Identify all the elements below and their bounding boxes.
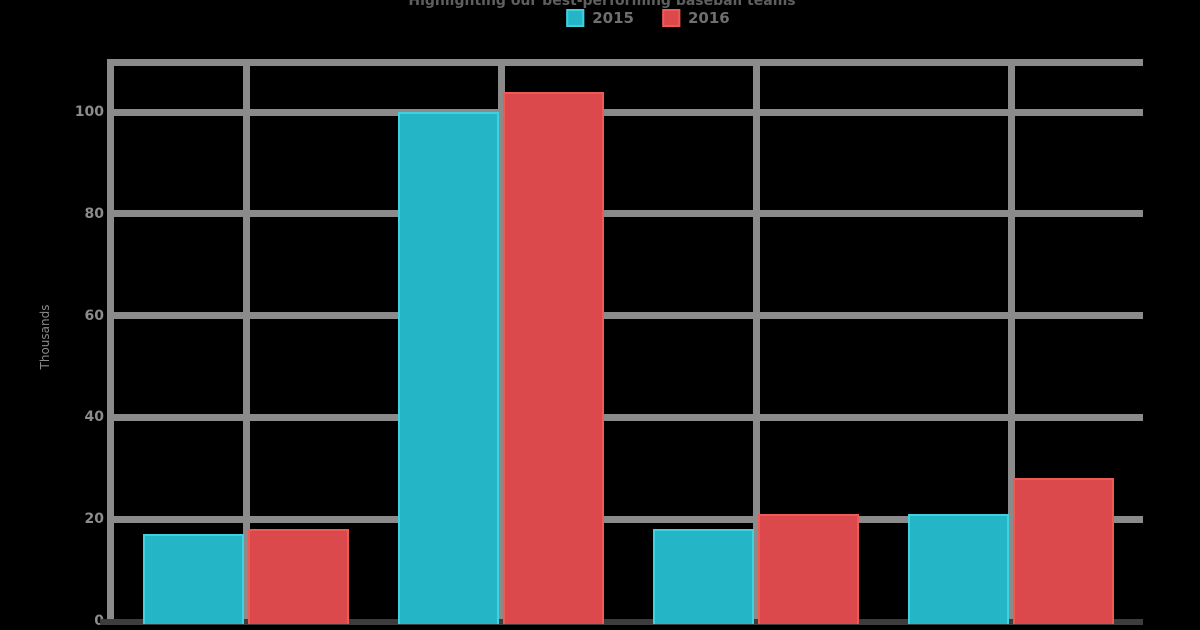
- gridline-h: [110, 312, 1143, 320]
- gridline-h: [110, 413, 1143, 421]
- gridline-v: [1007, 58, 1015, 624]
- legend-swatch-icon: [566, 9, 585, 27]
- gridline-v: [497, 58, 505, 624]
- bar-2016-group3: [758, 514, 859, 624]
- legend-label: 2015: [592, 9, 634, 27]
- y-tick-label: 60: [84, 307, 104, 324]
- plot-top-border: [110, 58, 1143, 66]
- legend-label: 2016: [688, 9, 730, 27]
- legend-item: 2015: [566, 9, 634, 27]
- x-axis-line: [100, 618, 1143, 625]
- legend-item: 2016: [662, 9, 730, 27]
- y-tick-label: 80: [84, 205, 104, 222]
- gridline-v: [752, 58, 760, 624]
- bar-2016-group1: [248, 529, 349, 624]
- gridline-h: [110, 515, 1143, 523]
- bar-2015-group4: [908, 514, 1009, 624]
- bar-2016-group4: [1013, 478, 1114, 624]
- gridline-v: [242, 58, 250, 624]
- legend: 2015 2016: [566, 9, 730, 27]
- y-tick-label: 20: [84, 511, 104, 528]
- bar-2015-group3: [653, 529, 754, 624]
- bar-2016-group2: [503, 91, 604, 624]
- gridline-h: [110, 210, 1143, 218]
- bar-2015-group1: [143, 534, 244, 624]
- y-tick-label: 0: [40, 612, 104, 630]
- y-axis-line: [106, 58, 114, 624]
- gridline-h: [110, 108, 1143, 116]
- legend-swatch-icon: [662, 9, 680, 27]
- y-tick-label: 40: [84, 409, 104, 426]
- chart-title: Highlighting our best-performing basebal…: [408, 0, 796, 9]
- bar-2015-group2: [398, 112, 499, 624]
- y-tick-label: 100: [74, 104, 104, 120]
